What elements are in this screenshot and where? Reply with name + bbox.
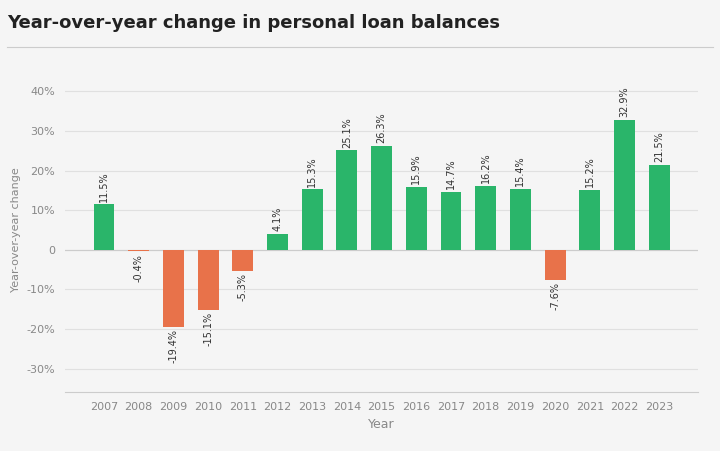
Bar [406, 187, 427, 250]
Bar [163, 250, 184, 327]
Bar [649, 165, 670, 250]
Bar [580, 189, 600, 250]
Text: 15.3%: 15.3% [307, 156, 318, 187]
Bar [614, 120, 635, 250]
Bar [302, 189, 323, 250]
Text: 15.2%: 15.2% [585, 156, 595, 187]
Text: 26.3%: 26.3% [377, 113, 387, 143]
Bar [336, 151, 357, 250]
Bar [441, 192, 462, 250]
Bar [510, 189, 531, 250]
Text: 14.7%: 14.7% [446, 159, 456, 189]
Text: 16.2%: 16.2% [481, 152, 491, 183]
Text: -19.4%: -19.4% [168, 329, 179, 363]
X-axis label: Year: Year [369, 418, 395, 431]
Text: 4.1%: 4.1% [272, 207, 282, 231]
Text: -7.6%: -7.6% [550, 282, 560, 310]
Bar [233, 250, 253, 271]
Bar [94, 204, 114, 250]
Text: -15.1%: -15.1% [203, 312, 213, 346]
Text: 11.5%: 11.5% [99, 171, 109, 202]
Bar [475, 186, 496, 250]
Bar [198, 250, 218, 309]
Bar [128, 250, 149, 251]
Text: -0.4%: -0.4% [134, 254, 144, 281]
Text: Year-over-year change in personal loan balances: Year-over-year change in personal loan b… [7, 14, 500, 32]
Bar [372, 146, 392, 250]
Bar [267, 234, 288, 250]
Text: -5.3%: -5.3% [238, 273, 248, 301]
Y-axis label: Year-over-year change: Year-over-year change [11, 168, 21, 292]
Bar [545, 250, 565, 280]
Text: 15.4%: 15.4% [516, 156, 526, 186]
Text: 25.1%: 25.1% [342, 117, 352, 148]
Text: 15.9%: 15.9% [411, 154, 421, 184]
Text: 21.5%: 21.5% [654, 132, 664, 162]
Text: 32.9%: 32.9% [619, 87, 629, 117]
